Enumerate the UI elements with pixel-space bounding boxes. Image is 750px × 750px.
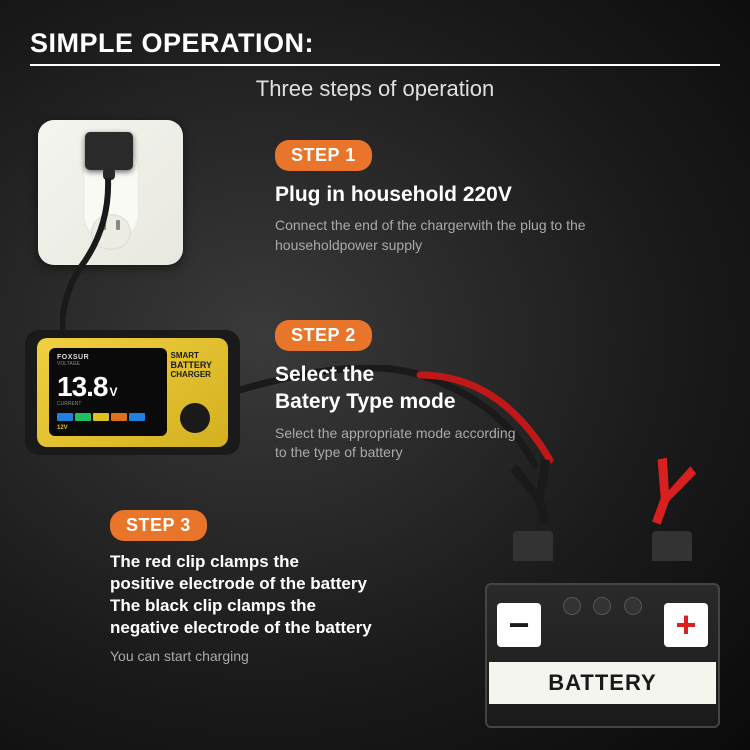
step-1-block: STEP 1 Plug in household 220V Connect th… bbox=[275, 140, 635, 255]
step-2-heading: Select the Batery Type mode bbox=[275, 361, 525, 416]
page-subtitle: Three steps of operation bbox=[0, 76, 750, 102]
positive-clamp bbox=[629, 448, 706, 537]
car-battery: − + BATTERY bbox=[485, 553, 720, 728]
battery-charger-device: FOXSUR VOLTAGE 13.8V CURRENT 12V SMART B… bbox=[25, 330, 240, 455]
mode-indicators bbox=[57, 413, 159, 421]
step-3-block: STEP 3 The red clip clamps the positive … bbox=[110, 510, 450, 667]
negative-terminal bbox=[513, 531, 553, 561]
step-1-body: Connect the end of the chargerwith the p… bbox=[275, 216, 635, 255]
step-1-badge: STEP 1 bbox=[275, 140, 372, 171]
step-2-body: Select the appropriate mode according to… bbox=[275, 424, 525, 463]
voltage-readout: 13.8V bbox=[57, 373, 159, 401]
step-2-badge: STEP 2 bbox=[275, 320, 372, 351]
step-1-heading: Plug in household 220V bbox=[275, 181, 635, 208]
page-title: SIMPLE OPERATION: bbox=[30, 28, 314, 59]
step-3-heading: The red clip clamps the positive electro… bbox=[110, 551, 450, 639]
charger-product-label: SMART BATTERY CHARGER bbox=[171, 352, 213, 379]
step-2-block: STEP 2 Select the Batery Type mode Selec… bbox=[275, 320, 525, 463]
step-3-body: You can start charging bbox=[110, 647, 450, 667]
charger-brand: FOXSUR bbox=[57, 354, 159, 361]
step-3-badge: STEP 3 bbox=[110, 510, 207, 541]
title-underline bbox=[30, 64, 720, 66]
power-plug bbox=[85, 132, 133, 170]
charger-lcd-screen: FOXSUR VOLTAGE 13.8V CURRENT 12V bbox=[49, 348, 167, 436]
battery-label: BATTERY bbox=[489, 662, 716, 704]
mode-button bbox=[180, 403, 210, 433]
negative-sign: − bbox=[497, 603, 541, 647]
positive-sign: + bbox=[664, 603, 708, 647]
positive-terminal bbox=[652, 531, 692, 561]
